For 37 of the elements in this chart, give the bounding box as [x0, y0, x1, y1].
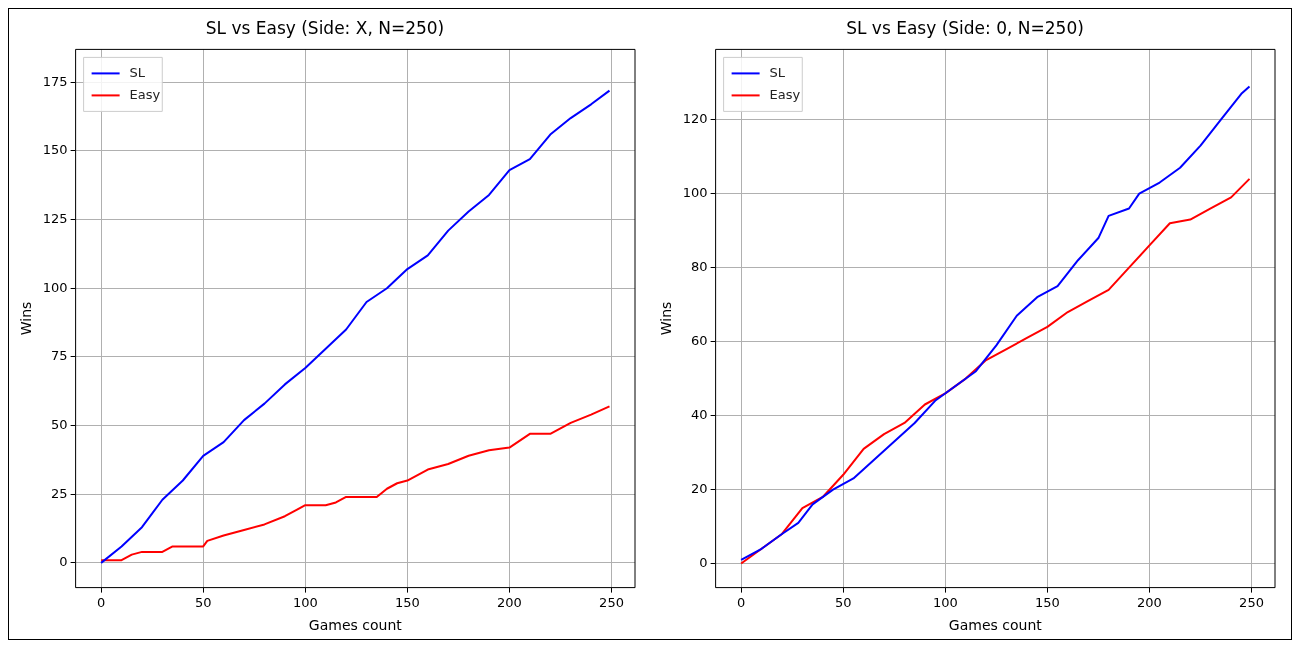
legend-label: SL	[769, 64, 786, 80]
y-axis-title: Wins	[18, 301, 35, 336]
x-tick-label: 150	[394, 594, 420, 610]
chart-title: SL vs Easy (Side: 0, N=250)	[846, 17, 1084, 38]
x-tick-label: 150	[1034, 594, 1060, 610]
x-tick-label: 50	[834, 594, 852, 610]
x-axis-title: Games count	[308, 617, 403, 634]
x-tick-label: 200	[1137, 594, 1162, 610]
x-tick-label: 0	[736, 594, 746, 610]
y-tick-label: 75	[51, 348, 68, 364]
y-tick-label: 175	[42, 73, 68, 89]
y-tick-label: 0	[699, 554, 708, 570]
legend-label: SL	[129, 64, 146, 80]
legend-label: Easy	[769, 86, 801, 102]
x-tick-label: 50	[194, 594, 212, 610]
y-tick-label: 60	[691, 332, 708, 348]
x-tick-label: 0	[96, 594, 106, 610]
legend-label: Easy	[129, 86, 161, 102]
y-tick-label: 50	[51, 416, 68, 432]
y-tick-label: 40	[691, 406, 708, 422]
y-tick-label: 120	[682, 111, 708, 127]
x-tick-label: 200	[497, 594, 522, 610]
x-tick-label: 250	[599, 594, 624, 610]
y-tick-label: 150	[42, 142, 68, 158]
y-tick-label: 20	[691, 480, 708, 496]
x-tick-label: 100	[932, 594, 958, 610]
x-tick-label: 250	[1239, 594, 1264, 610]
chart-title: SL vs Easy (Side: X, N=250)	[205, 17, 445, 38]
y-axis-title: Wins	[658, 301, 675, 336]
y-tick-label: 25	[51, 485, 68, 501]
x-axis-title: Games count	[948, 617, 1043, 634]
y-tick-label: 100	[42, 279, 68, 295]
y-tick-label: 100	[682, 185, 708, 201]
y-tick-label: 0	[59, 554, 68, 570]
y-tick-label: 80	[691, 259, 708, 275]
x-tick-label: 100	[292, 594, 318, 610]
y-tick-label: 125	[42, 211, 68, 227]
